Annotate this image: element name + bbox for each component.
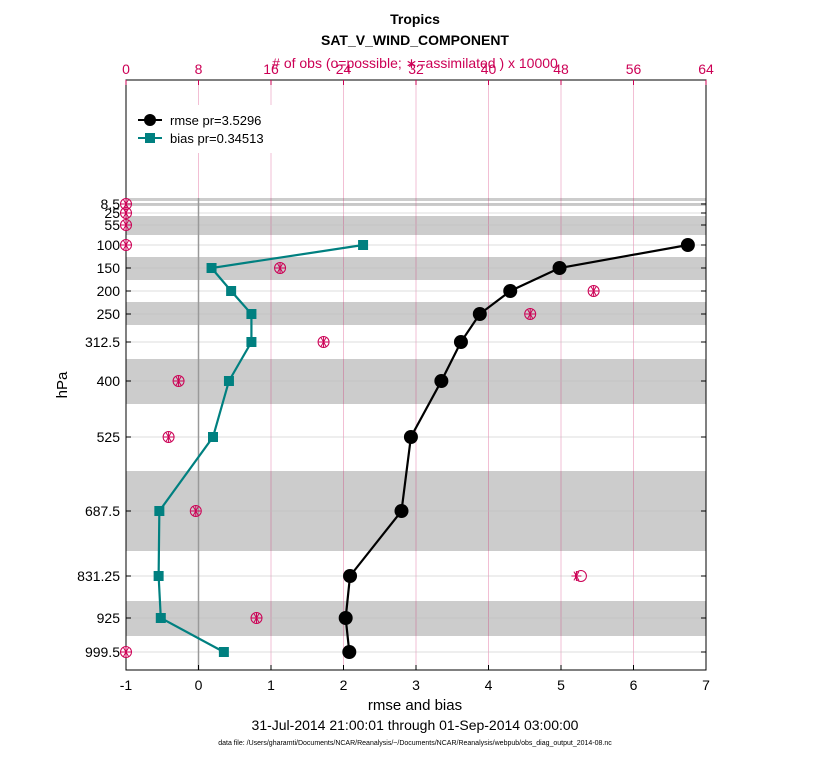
y-tick-label: 150 [97,260,121,276]
bias-point [208,432,218,442]
rmse-point [552,261,567,275]
rmse-point [343,569,358,583]
y-tick-label: 925 [97,610,121,626]
x-axis-label: rmse and bias [368,697,462,714]
obs-markers [120,198,600,658]
rmse-point [403,430,418,444]
obs-assimilated-marker [318,337,329,347]
obs-possible-marker [587,285,600,297]
obs-possible-marker [172,375,185,387]
legend: rmse pr=3.5296 bias pr=0.34513 [130,105,280,153]
top-tick-label: 40 [481,61,497,77]
obs-assimilated-marker [525,309,536,319]
legend-bias-label: bias pr=0.34513 [170,131,264,146]
rmse-point [472,307,487,321]
legend-rmse-label: rmse pr=3.5296 [170,113,261,128]
bottom-tick-label: 5 [557,677,565,693]
top-tick-label: 0 [122,61,130,77]
bottom-tick-label: 1 [267,677,275,693]
legend-box [130,105,280,153]
bottom-tick-label: 6 [630,677,638,693]
rmse-point [453,335,468,349]
obs-assimilated-marker [251,613,262,623]
obs-assimilated-marker [190,506,201,516]
bias-point [154,506,165,516]
bias-point [226,286,237,296]
bias-point [206,263,217,273]
top-tick-label: 48 [553,61,569,77]
legend-bias-marker [145,133,155,143]
bottom-axis-ticks: -1 0 1 2 3 4 5 6 7 [120,665,710,693]
obs-assimilated-marker [121,240,131,250]
y-tick-label: 25 [104,205,120,221]
rmse-point [394,504,409,518]
rmse-point [503,284,518,298]
bottom-tick-label: 4 [485,677,493,693]
rmse-point [342,645,357,659]
y-tick-label: 55 [104,217,120,233]
y-tick-label: 312.5 [85,334,120,350]
series-lines [153,238,695,659]
top-tick-label: 16 [263,61,279,77]
bias-point [246,337,257,347]
obs-assimilated-marker [173,376,184,386]
y-tick-label: 200 [97,283,121,299]
obs-possible-marker [317,336,330,348]
obs-possible-marker [250,612,263,624]
obs-possible-marker [120,207,132,219]
bottom-tick-label: -1 [120,677,133,693]
obs-assimilated-marker [571,571,582,581]
chart-subtitle: SAT_V_WIND_COMPONENT [321,32,509,48]
y-axis-label: hPa [54,371,71,398]
rmse-point [434,374,449,388]
y-tick-label: 831.25 [77,568,120,584]
obs-possible-marker [120,219,132,231]
obs-possible-marker [274,262,287,274]
bottom-tick-label: 7 [702,677,710,693]
obs-possible-marker [120,646,132,658]
y-tick-label: 687.5 [85,503,120,519]
top-tick-label: 56 [626,61,642,77]
obs-possible-marker [524,308,537,320]
y-tick-label: 400 [97,373,121,389]
bias-point [246,309,257,319]
chart-title: Tropics [390,11,440,27]
y-tick-label: 8.5 [101,196,121,212]
bottom-tick-label: 0 [195,677,203,693]
top-axis-ticks: 0 8 16 24 32 40 48 56 64 [122,61,714,85]
obs-possible-marker [162,431,175,443]
date-range: 31-Jul-2014 21:00:01 through 01-Sep-2014… [252,717,579,733]
top-tick-label: 24 [336,61,352,77]
top-tick-label: 32 [408,61,424,77]
obs-possible-marker [120,239,132,251]
bias-point [358,240,369,250]
bottom-tick-label: 2 [340,677,348,693]
y-tick-label: 525 [97,429,121,445]
top-tick-label: 64 [698,61,714,77]
y-tick-label: 100 [97,237,121,253]
rmse-point [680,238,695,252]
y-tick-label: 999.5 [85,644,120,660]
obs-assimilated-marker [121,647,131,657]
rmse-point [338,611,353,625]
legend-rmse-marker [144,114,156,126]
obs-assimilated-marker [588,286,599,296]
data-file-note: data file: /Users/gharamti/Documents/NCA… [218,740,612,747]
obs-assimilated-marker [121,220,131,230]
bottom-tick-label: 3 [412,677,420,693]
top-tick-label: 8 [195,61,203,77]
obs-possible-marker [189,505,202,517]
bias-point [153,571,164,581]
bias-point [218,647,229,657]
bias-point [155,613,166,623]
obs-assimilated-marker [275,263,286,273]
obs-assimilated-marker [163,432,174,442]
top-axis-label: # of obs (o=possible; ∗=assimilated ) x … [272,55,558,71]
obs-assimilated-marker [121,208,131,218]
y-tick-label: 250 [97,306,121,322]
bias-point [223,376,234,386]
